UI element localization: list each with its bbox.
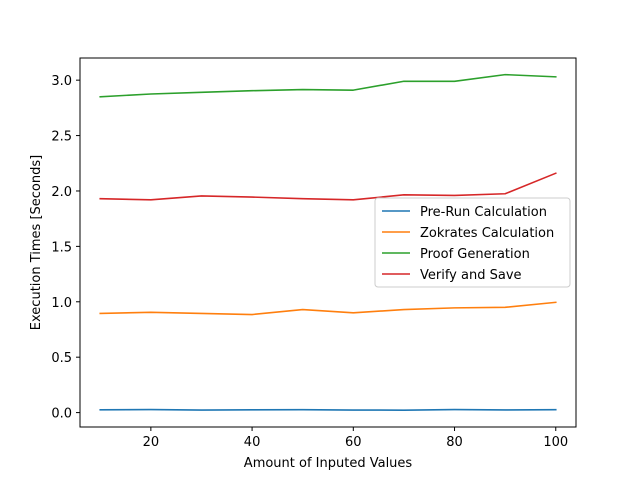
legend-frame: [374, 197, 571, 288]
series-line-3: [99, 73, 557, 98]
x-tick-label: 60: [345, 435, 362, 450]
y-axis-ticks: 0.0 0.5 1.0 1.5 2.0 2.5 3.0: [51, 74, 80, 422]
x-tick-label: 80: [446, 435, 463, 450]
legend-label-2: Zokrates Calculation: [420, 226, 554, 241]
y-tick-label: 0.0: [51, 407, 72, 422]
series-line-4: [99, 172, 557, 201]
x-tick-label: 40: [244, 435, 261, 450]
legend-label-3: Proof Generation: [420, 247, 530, 262]
y-tick-label: 2.5: [51, 130, 72, 145]
y-tick-label: 1.0: [51, 296, 72, 311]
plot-frame: [79, 57, 577, 428]
series-line-2: [99, 301, 557, 316]
series-lines: [99, 73, 557, 411]
x-tick-label: 20: [143, 435, 160, 450]
legend: Pre-Run Calculation Zokrates Calculation P…: [374, 197, 571, 288]
legend-label-4: Verify and Save: [420, 268, 522, 283]
y-tick-label: 0.5: [51, 351, 72, 366]
y-axis-label: Execution Times [Seconds]: [29, 155, 44, 330]
y-tick-label: 2.0: [51, 185, 72, 200]
y-tick-label: 1.5: [51, 240, 72, 255]
x-tick-label: 100: [543, 435, 568, 450]
x-axis-label: Amount of Inputed Values: [244, 456, 413, 471]
series-line-1: [99, 408, 557, 411]
legend-label-1: Pre-Run Calculation: [420, 205, 547, 220]
x-axis-ticks: 20 40 60 80 100: [143, 427, 568, 450]
y-tick-label: 3.0: [51, 74, 72, 89]
